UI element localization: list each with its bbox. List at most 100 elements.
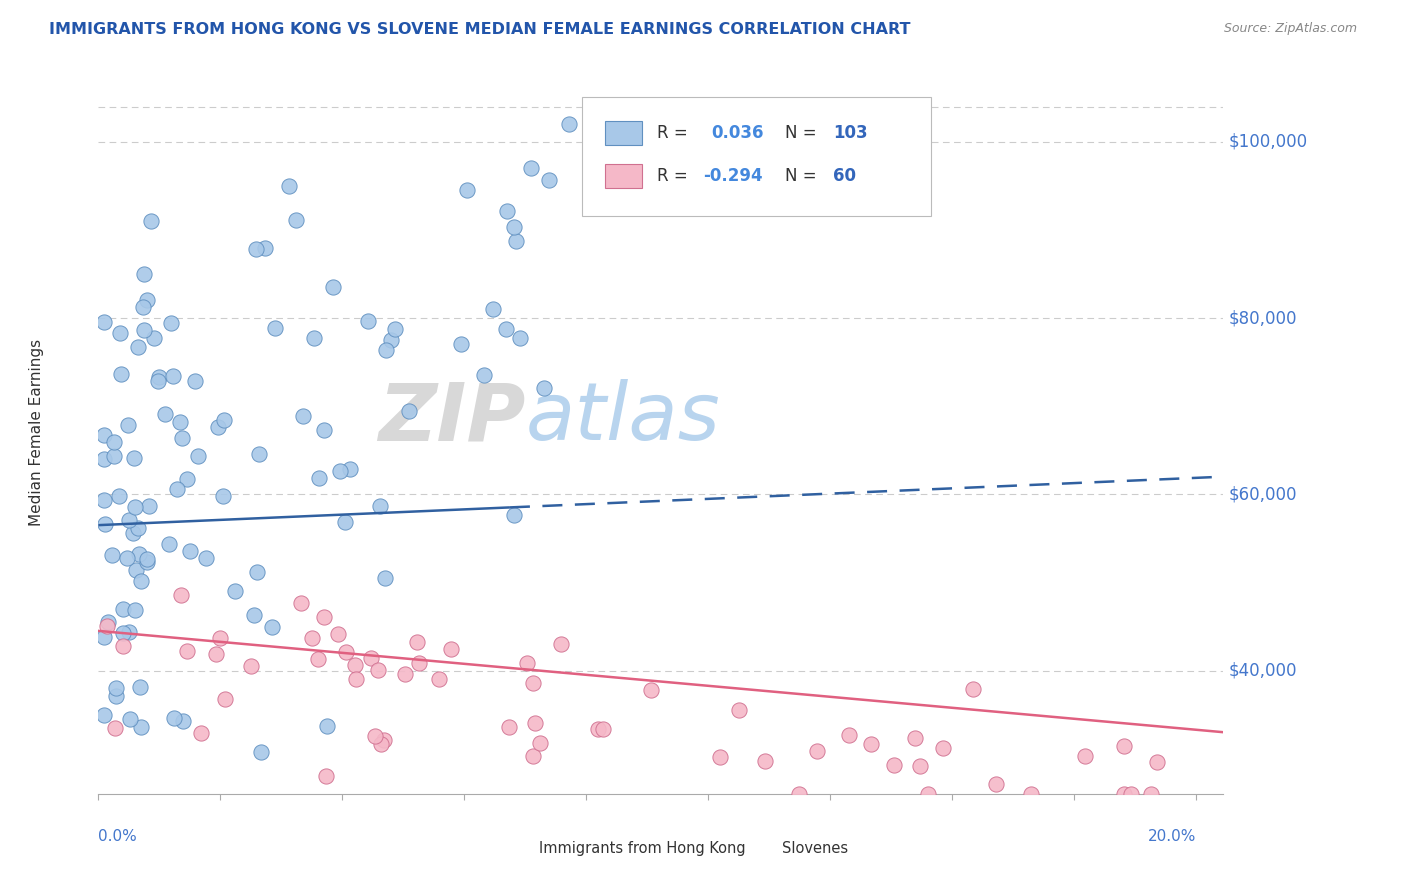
Point (179, 544, 201, 558)
Text: Source: ZipAtlas.com: Source: ZipAtlas.com (1223, 22, 1357, 36)
Point (253, 241, 276, 255)
Point (339, 461, 361, 475)
Point (127, 340, 149, 354)
Point (143, 331, 166, 345)
Text: $60,000: $60,000 (1229, 485, 1298, 503)
Point (105, 681, 128, 696)
Point (138, 500, 160, 514)
Point (139, 214, 162, 228)
Point (125, 563, 148, 577)
Point (315, 719, 337, 733)
Point (239, 659, 262, 673)
Point (427, 672, 450, 686)
Point (97, 615, 120, 629)
Point (96, 619, 118, 633)
Point (374, 571, 396, 585)
Point (529, 736, 551, 750)
Point (335, 645, 357, 659)
Point (322, 280, 344, 294)
Point (859, 737, 882, 751)
Point (94, 516, 117, 531)
Point (440, 642, 463, 657)
Point (278, 178, 301, 193)
Point (932, 741, 955, 756)
Point (160, 316, 183, 330)
Point (806, 744, 828, 758)
Bar (498, 838, 529, 859)
Point (194, 551, 217, 566)
Point (533, 381, 555, 395)
Text: N =: N = (785, 124, 815, 142)
Point (408, 657, 430, 671)
Point (153, 407, 176, 421)
Point (308, 471, 330, 485)
Point (170, 588, 193, 602)
Point (103, 449, 125, 463)
Point (169, 415, 191, 429)
Point (243, 607, 266, 622)
Point (1074, 749, 1097, 764)
Point (172, 714, 194, 729)
Point (962, 682, 984, 697)
Point (117, 418, 139, 433)
Point (456, 183, 478, 197)
Point (515, 656, 537, 670)
Point (360, 650, 382, 665)
Point (108, 489, 131, 503)
Point (838, 728, 860, 742)
Point (127, 521, 149, 535)
Point (503, 508, 526, 523)
Point (122, 526, 145, 541)
Bar (740, 838, 770, 859)
Point (118, 712, 141, 726)
Point (93, 315, 115, 329)
Point (495, 322, 517, 336)
Text: -0.294: -0.294 (703, 167, 763, 186)
Point (1021, 787, 1043, 801)
Point (136, 555, 159, 569)
Point (184, 374, 207, 388)
Point (263, 320, 285, 334)
Text: R =: R = (658, 167, 688, 186)
Point (364, 729, 387, 743)
Point (247, 447, 270, 461)
Point (917, 787, 939, 801)
Point (558, 117, 581, 131)
Point (496, 204, 519, 219)
Point (522, 676, 544, 690)
Point (335, 515, 357, 529)
Point (904, 731, 927, 745)
Point (162, 368, 184, 383)
Point (1146, 755, 1168, 769)
Point (170, 432, 193, 446)
Text: Median Female Earnings: Median Female Earnings (30, 339, 44, 526)
Point (505, 235, 527, 249)
Point (1114, 787, 1136, 801)
Point (104, 689, 127, 703)
Point (118, 625, 141, 640)
Point (520, 161, 543, 175)
Point (312, 423, 335, 437)
Point (343, 658, 366, 673)
Point (103, 435, 125, 450)
Point (260, 620, 283, 634)
Point (163, 711, 186, 725)
Point (384, 322, 406, 336)
Point (224, 583, 246, 598)
Point (205, 647, 228, 661)
Point (301, 631, 323, 645)
Point (146, 374, 169, 388)
Point (104, 722, 127, 736)
Text: Immigrants from Hong Kong: Immigrants from Hong Kong (540, 840, 747, 855)
Point (522, 748, 544, 763)
Point (176, 644, 198, 658)
Point (450, 336, 472, 351)
Point (304, 331, 326, 345)
Point (370, 737, 392, 751)
Point (344, 672, 367, 686)
Point (503, 219, 526, 234)
Point (709, 750, 731, 764)
Point (290, 596, 312, 610)
Point (373, 733, 395, 747)
Point (212, 413, 235, 427)
